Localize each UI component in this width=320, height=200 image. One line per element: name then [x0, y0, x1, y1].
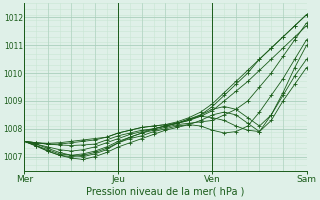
X-axis label: Pression niveau de la mer( hPa ): Pression niveau de la mer( hPa ) — [86, 187, 244, 197]
